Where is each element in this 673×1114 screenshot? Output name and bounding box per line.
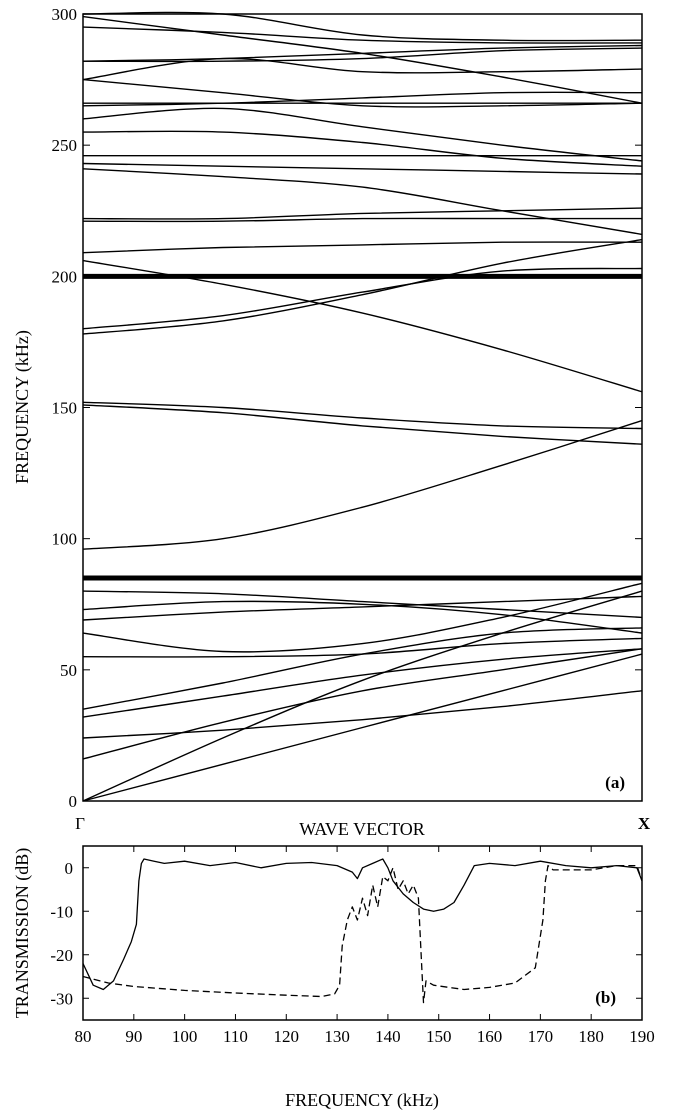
band-curve-3 bbox=[82, 648, 643, 760]
band-curve-13 bbox=[82, 401, 643, 430]
band-curve-21 bbox=[82, 168, 643, 236]
transmission-y-tick-label: -10 bbox=[50, 902, 73, 921]
band-curve-32 bbox=[82, 26, 643, 44]
band-curve-28 bbox=[82, 78, 643, 108]
band-structure-y-tick-label: 300 bbox=[52, 5, 78, 24]
band-curve-12 bbox=[82, 419, 643, 550]
band-curve-2 bbox=[82, 590, 643, 802]
transmission-panel: 80 90 100 110 120 130 140 150 160 170 180 190 0 -10 -2… bbox=[12, 845, 655, 1111]
band-curve-22 bbox=[82, 162, 643, 175]
transmission-x-tick-label: 130 bbox=[324, 1027, 350, 1046]
transmission-x-tick-label: 120 bbox=[274, 1027, 300, 1046]
band-curve-20 bbox=[82, 207, 643, 220]
band-curve-29 bbox=[82, 57, 643, 81]
transmission-y-tick-label: -30 bbox=[50, 989, 73, 1008]
band-curve-9 bbox=[82, 595, 643, 621]
band-curve-6 bbox=[82, 627, 643, 710]
band-curve-34 bbox=[82, 11, 643, 42]
band-curve-16 bbox=[82, 267, 643, 330]
band-structure-x-axis-title: WAVE VECTOR bbox=[299, 819, 425, 839]
transmission-x-axis-title: FREQUENCY (kHz) bbox=[285, 1090, 439, 1111]
band-curve-26 bbox=[82, 91, 643, 107]
band-structure-y-tick-label: 250 bbox=[52, 136, 78, 155]
transmission-curves bbox=[82, 858, 643, 1004]
band-structure-curves bbox=[82, 11, 643, 802]
transmission-dashed-line bbox=[82, 864, 643, 1004]
band-structure-y-axis-title: FREQUENCY (kHz) bbox=[12, 330, 33, 484]
transmission-y-tick-label: 0 bbox=[65, 859, 74, 878]
band-curve-18 bbox=[82, 241, 643, 254]
transmission-x-tick-label: 160 bbox=[477, 1027, 503, 1046]
transmission-x-tick-label: 90 bbox=[125, 1027, 142, 1046]
band-structure-y-tick-label: 50 bbox=[60, 661, 77, 680]
band-structure-flat-bands bbox=[83, 273, 642, 581]
transmission-y-axis-title: TRANSMISSION (dB) bbox=[12, 848, 33, 1019]
band-structure-x-tick-x: X bbox=[638, 814, 651, 833]
band-curve-1 bbox=[82, 653, 643, 802]
band-structure-y-tick-label: 0 bbox=[69, 792, 78, 811]
transmission-x-tick-label: 170 bbox=[528, 1027, 554, 1046]
transmission-x-tick-label: 180 bbox=[578, 1027, 604, 1046]
transmission-ticks: 80 90 100 110 120 130 140 150 160 170 180 190 0 -10 -2… bbox=[50, 846, 655, 1046]
band-curve-25 bbox=[82, 107, 643, 162]
band-curve-7 bbox=[82, 637, 643, 658]
band-curve-17 bbox=[82, 259, 643, 393]
transmission-x-tick-label: 140 bbox=[375, 1027, 401, 1046]
band-curve-11 bbox=[82, 590, 643, 619]
band-curve-15 bbox=[82, 238, 643, 335]
transmission-panel-label: (b) bbox=[595, 988, 616, 1007]
band-curve-4 bbox=[82, 690, 643, 739]
transmission-x-tick-label: 100 bbox=[172, 1027, 198, 1046]
band-curve-31 bbox=[82, 47, 643, 63]
transmission-x-tick-label: 80 bbox=[75, 1027, 92, 1046]
band-structure-panel: 0 50 100 150 200 250 300 Γ X WAVE VECTOR FREQU… bbox=[12, 5, 651, 839]
transmission-x-tick-label: 190 bbox=[629, 1027, 655, 1046]
band-structure-y-tick-label: 100 bbox=[52, 530, 78, 549]
band-curve-33 bbox=[82, 15, 643, 104]
band-structure-panel-label: (a) bbox=[605, 773, 625, 792]
transmission-x-tick-label: 110 bbox=[223, 1027, 248, 1046]
band-curve-5 bbox=[82, 648, 643, 718]
transmission-plot-frame bbox=[82, 845, 643, 1021]
transmission-x-tick-label: 150 bbox=[426, 1027, 452, 1046]
band-curve-14 bbox=[82, 404, 643, 445]
transmission-y-tick-label: -20 bbox=[50, 946, 73, 965]
band-curve-24 bbox=[82, 130, 643, 167]
band-structure-y-tick-label: 150 bbox=[52, 399, 78, 418]
band-curve-10 bbox=[82, 600, 643, 634]
band-curve-8 bbox=[82, 582, 643, 653]
band-structure-y-tick-label: 200 bbox=[52, 267, 78, 286]
transmission-solid-line bbox=[82, 858, 643, 991]
band-structure-x-tick-gamma: Γ bbox=[75, 814, 85, 833]
